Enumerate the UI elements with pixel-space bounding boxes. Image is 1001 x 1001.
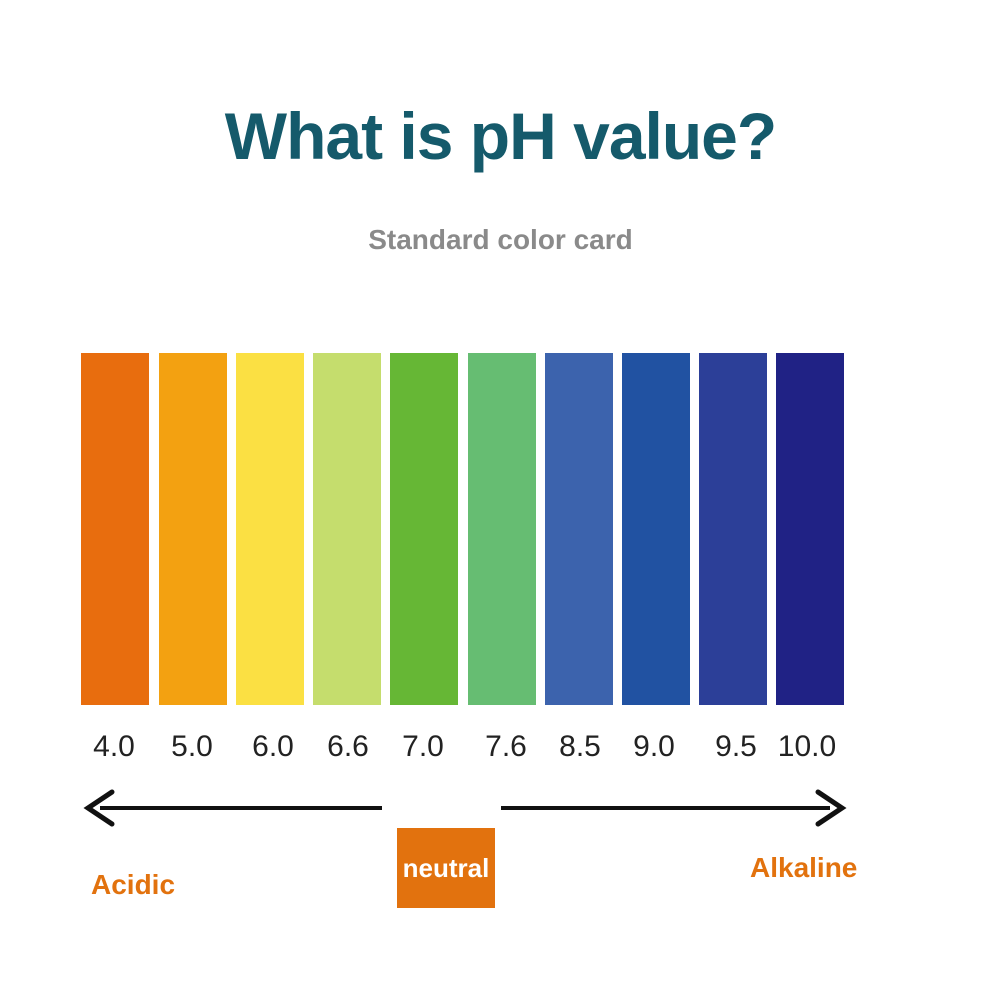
- scale-value-label: 6.6: [327, 730, 369, 763]
- acidic-arrow-icon: [83, 789, 382, 827]
- neutral-label: neutral: [402, 852, 490, 883]
- swatch-5-0: [159, 353, 227, 705]
- page-title: What is pH value?: [224, 99, 777, 173]
- swatch-10-0: [776, 353, 844, 705]
- scale-value-label: 7.6: [485, 730, 527, 763]
- swatch-9-5: [699, 353, 767, 705]
- swatch-7-0: [390, 353, 458, 705]
- scale-value-label: 4.0: [93, 730, 135, 763]
- scale-value-label: 9.5: [715, 730, 757, 763]
- swatch-6-6: [313, 353, 381, 705]
- swatch-4-0: [81, 353, 149, 705]
- scale-value-label: 6.0: [252, 730, 294, 763]
- page-subtitle: Standard color card: [368, 224, 633, 255]
- scale-value-label: 10.0: [777, 730, 837, 763]
- neutral-badge: neutral: [397, 828, 495, 908]
- swatch-9-0: [622, 353, 690, 705]
- scale-value-label: 7.0: [402, 730, 444, 763]
- swatch-6-0: [236, 353, 304, 705]
- acidic-label: Acidic: [91, 869, 176, 900]
- alkaline-arrow-icon: [501, 789, 847, 827]
- swatch-8-5: [545, 353, 613, 705]
- alkaline-label: Alkaline: [750, 852, 858, 883]
- scale-value-label: 5.0: [171, 730, 213, 763]
- scale-value-label: 9.0: [633, 730, 675, 763]
- swatch-7-6: [468, 353, 536, 705]
- scale-value-label: 8.5: [559, 730, 601, 763]
